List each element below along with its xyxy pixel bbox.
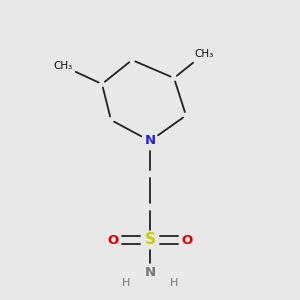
Text: CH₃: CH₃ (53, 61, 73, 71)
Text: N: N (144, 266, 156, 280)
Text: N: N (144, 134, 156, 148)
Circle shape (50, 53, 76, 79)
Text: O: O (182, 233, 193, 247)
Text: H: H (170, 278, 178, 289)
Circle shape (179, 232, 196, 248)
Circle shape (142, 232, 158, 248)
Text: S: S (145, 232, 155, 247)
Circle shape (142, 265, 158, 281)
Text: H: H (122, 278, 130, 289)
Circle shape (142, 133, 158, 149)
Circle shape (104, 232, 121, 248)
Text: CH₃: CH₃ (194, 49, 214, 59)
Circle shape (191, 41, 217, 67)
Circle shape (161, 271, 187, 296)
Circle shape (113, 271, 139, 296)
Text: O: O (107, 233, 118, 247)
